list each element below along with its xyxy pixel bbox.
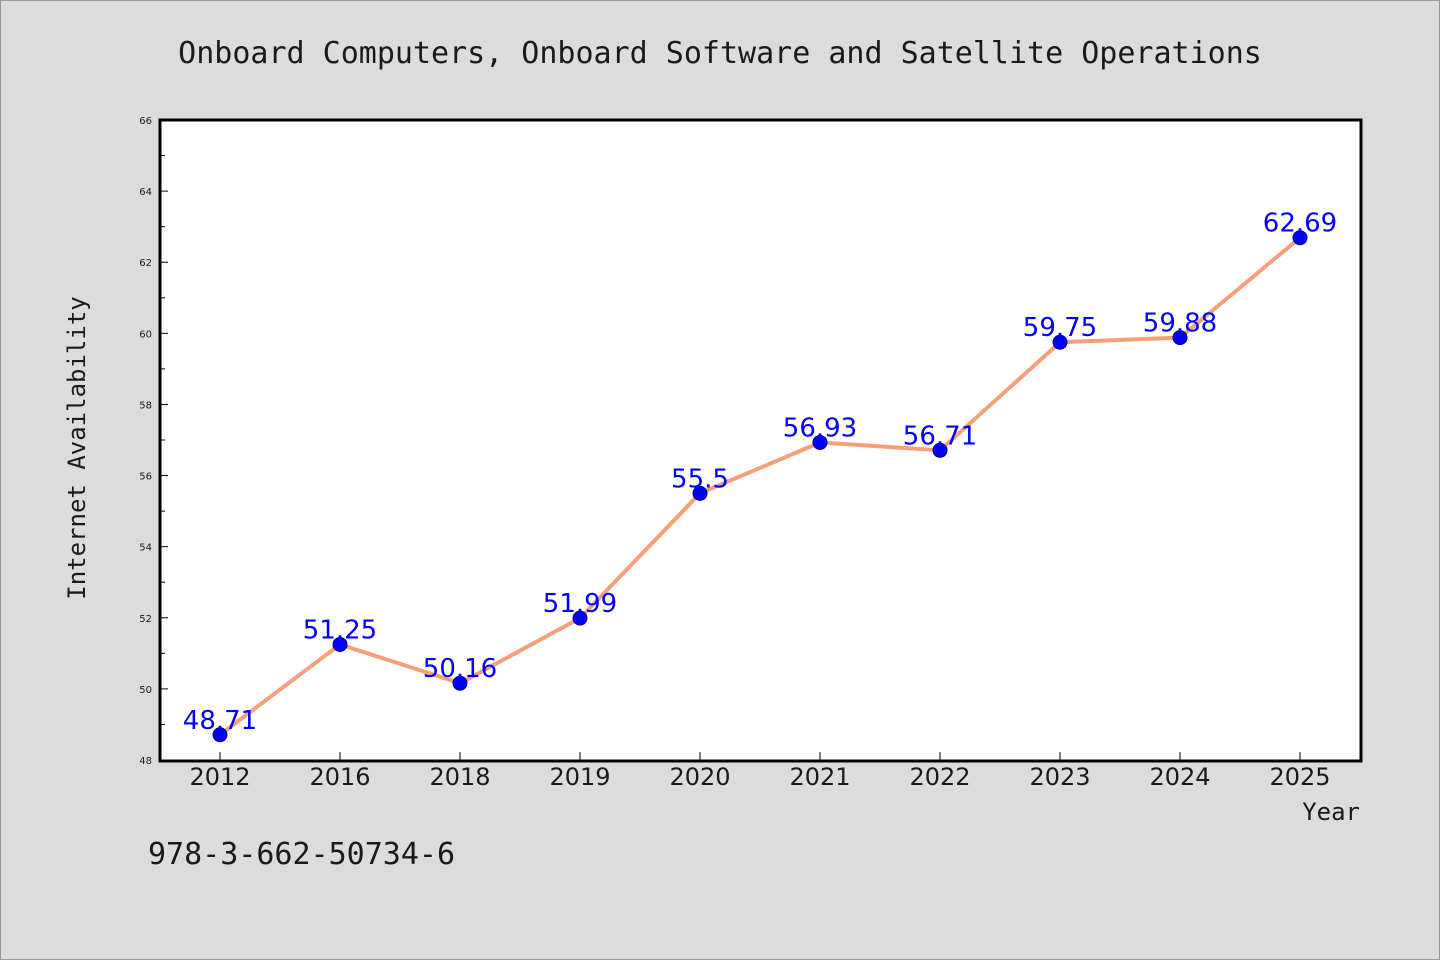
data-point: [1172, 330, 1188, 346]
y-axis: 48 50 52 54 56 58 60 62 64 66: [139, 116, 168, 767]
data-label: 59.75: [1023, 313, 1097, 343]
x-tick-label: 2021: [789, 763, 850, 791]
plot-area: [158, 118, 1363, 763]
series-line-group: [218, 236, 1302, 737]
data-point: [212, 727, 228, 743]
y-tick-label: 62: [139, 258, 152, 269]
data-point: [692, 485, 708, 501]
data-label: 48.71: [183, 706, 257, 736]
x-axis: 2012 2016 2018 2019 2020 2021 2022 2023 2024 2025: [189, 752, 1331, 791]
data-point: [1292, 230, 1308, 246]
data-point: [332, 636, 348, 652]
data-label: 62.69: [1263, 209, 1337, 239]
y-tick-label: 54: [139, 543, 152, 554]
data-label: 56.71: [903, 421, 977, 451]
x-tick-label: 2025: [1269, 763, 1330, 791]
data-label: 55.5: [671, 464, 729, 494]
y-tick-label: 52: [139, 614, 152, 625]
x-tick-label: 2023: [1029, 763, 1090, 791]
y-tick-label: 48: [139, 756, 152, 767]
footnote-isbn: 978-3-662-50734-6: [148, 837, 455, 872]
data-label: 50.16: [423, 654, 497, 684]
data-markers: [212, 230, 1308, 743]
data-point: [1052, 334, 1068, 350]
y-tick-label: 60: [139, 329, 152, 340]
data-label: 59.88: [1143, 309, 1217, 339]
x-tick-label: 2018: [429, 763, 490, 791]
y-tick-label: 64: [139, 187, 152, 198]
data-point: [932, 442, 948, 458]
y-axis-label: Internet Availability: [63, 296, 91, 599]
y-tick-label: 50: [139, 685, 152, 696]
data-labels: 48.71 51.25 50.16 51.99 55.5 56.93 56.71 59.75 5…: [183, 209, 1337, 736]
y-tick-label: 56: [139, 472, 152, 483]
data-point: [452, 675, 468, 691]
x-tick-label: 2020: [669, 763, 730, 791]
series-line: [218, 236, 1302, 737]
y-tick-label: 58: [139, 400, 152, 411]
y-tick-label: 66: [139, 116, 152, 127]
chart-title: Onboard Computers, Onboard Software and …: [178, 36, 1262, 71]
data-label: 56.93: [783, 413, 857, 443]
x-tick-label: 2022: [909, 763, 970, 791]
x-tick-label: 2024: [1149, 763, 1210, 791]
data-label: 51.99: [543, 589, 617, 619]
x-tick-label: 2016: [309, 763, 370, 791]
data-point: [572, 610, 588, 626]
x-axis-label: Year: [1302, 798, 1360, 826]
data-point: [812, 434, 828, 450]
data-label: 51.25: [303, 615, 377, 645]
x-tick-label: 2019: [549, 763, 610, 791]
x-tick-label: 2012: [189, 763, 250, 791]
